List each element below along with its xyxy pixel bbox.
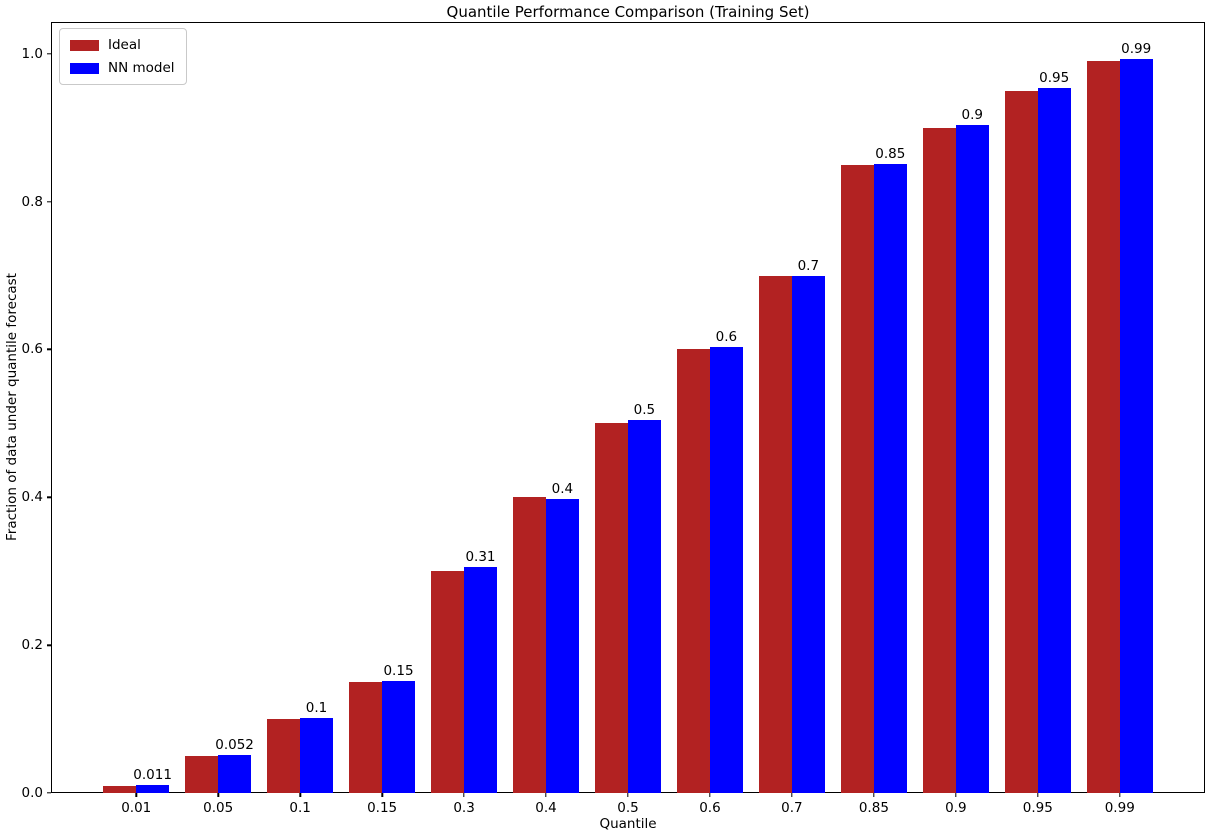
x-tick-mark xyxy=(217,793,219,797)
bar-nn-model xyxy=(546,498,579,793)
bar-value-label: 0.9 xyxy=(961,107,983,124)
bar-value-label: 0.6 xyxy=(715,328,738,345)
x-tick-label: 0.95 xyxy=(1022,800,1053,816)
bar-value-label: 0.31 xyxy=(465,548,496,565)
x-tick-mark xyxy=(627,793,629,797)
y-tick-label: 0.6 xyxy=(21,341,43,358)
legend-label-ideal: Ideal xyxy=(108,37,141,53)
bar-ideal xyxy=(841,164,874,793)
bar-value-label: 0.052 xyxy=(215,736,254,753)
y-tick-label: 0.8 xyxy=(21,193,43,210)
x-tick-label: 0.15 xyxy=(367,800,398,816)
x-tick-mark xyxy=(463,793,465,797)
x-tick-mark xyxy=(709,793,711,797)
bar-value-label: 0.99 xyxy=(1121,40,1152,57)
bar-ideal xyxy=(923,127,956,793)
legend-item-nn-model: NN model xyxy=(70,60,175,76)
bar-value-label: 0.7 xyxy=(797,257,820,274)
x-tick-mark xyxy=(381,793,383,797)
x-tick-mark xyxy=(1037,793,1039,797)
x-tick-label: 0.7 xyxy=(781,800,803,816)
x-tick-mark xyxy=(1119,793,1121,797)
bar-ideal xyxy=(103,785,137,793)
bar-value-label: 0.15 xyxy=(383,662,414,679)
bar-ideal xyxy=(677,349,710,793)
x-tick-label: 0.85 xyxy=(858,800,889,816)
legend: Ideal NN model xyxy=(59,28,187,85)
x-tick-mark xyxy=(955,793,957,797)
y-tick-mark xyxy=(47,792,51,794)
x-tick-mark xyxy=(545,793,547,797)
y-axis-label: Fraction of data under quantile forecast xyxy=(4,273,20,541)
y-tick-mark xyxy=(47,200,51,203)
legend-item-ideal: Ideal xyxy=(70,37,175,53)
bar-nn-model xyxy=(464,566,497,793)
x-tick-label: 0.4 xyxy=(535,800,557,816)
x-tick-label: 0.6 xyxy=(699,800,721,816)
y-tick-mark xyxy=(47,644,51,646)
bar-value-label: 0.4 xyxy=(551,480,574,497)
x-tick-label: 0.1 xyxy=(289,800,311,816)
x-tick-mark xyxy=(791,793,793,797)
x-tick-label: 0.9 xyxy=(945,800,967,816)
bar-value-label: 0.1 xyxy=(305,699,328,716)
y-tick-label: 1.0 xyxy=(21,45,43,62)
x-tick-label: 0.05 xyxy=(203,800,234,816)
bar-ideal xyxy=(513,497,547,793)
bar-ideal xyxy=(349,682,383,793)
bar-nn-model xyxy=(382,680,415,793)
chart-title: Quantile Performance Comparison (Trainin… xyxy=(446,3,810,21)
legend-swatch-ideal xyxy=(70,39,99,51)
bar-nn-model xyxy=(709,346,743,793)
y-tick-mark xyxy=(47,348,51,351)
y-tick-mark xyxy=(47,496,51,499)
x-tick-mark xyxy=(299,793,301,797)
bar-value-label: 0.5 xyxy=(633,402,656,419)
bar-nn-model xyxy=(136,784,170,793)
y-tick-label: 0.4 xyxy=(21,489,43,506)
y-tick-mark xyxy=(47,53,51,55)
bar-value-label: 0.95 xyxy=(1039,69,1070,86)
x-tick-mark xyxy=(135,793,137,797)
bar-nn-model xyxy=(955,125,989,793)
bar-value-label: 0.011 xyxy=(133,766,172,783)
bar-ideal xyxy=(1005,90,1038,793)
bar-ideal xyxy=(759,275,792,793)
bar-nn-model xyxy=(218,754,251,793)
bar-nn-model xyxy=(300,717,333,793)
y-tick-label: 0.0 xyxy=(21,785,43,801)
x-axis-label: Quantile xyxy=(599,816,657,832)
bar-ideal xyxy=(267,719,301,793)
bar-nn-model xyxy=(873,163,907,793)
legend-label-nn-model: NN model xyxy=(108,60,175,76)
y-tick-label: 0.2 xyxy=(21,637,43,654)
bar-nn-model xyxy=(1119,58,1153,793)
bar-nn-model xyxy=(1037,87,1071,793)
x-tick-label: 0.5 xyxy=(617,800,639,816)
bar-ideal xyxy=(1086,61,1120,793)
bar-ideal xyxy=(431,571,465,793)
bar-ideal xyxy=(185,756,219,793)
bar-nn-model xyxy=(791,275,825,793)
x-tick-label: 0.3 xyxy=(453,800,475,816)
x-tick-label: 0.99 xyxy=(1104,800,1135,816)
x-tick-mark xyxy=(873,793,875,797)
x-tick-label: 0.01 xyxy=(121,800,152,816)
bar-ideal xyxy=(595,423,628,793)
bar-nn-model xyxy=(628,420,661,793)
legend-swatch-nn-model xyxy=(70,62,99,74)
bar-value-label: 0.85 xyxy=(875,145,906,162)
